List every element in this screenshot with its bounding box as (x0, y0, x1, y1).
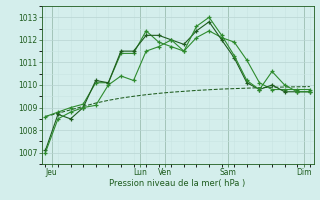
X-axis label: Pression niveau de la mer( hPa ): Pression niveau de la mer( hPa ) (109, 179, 246, 188)
